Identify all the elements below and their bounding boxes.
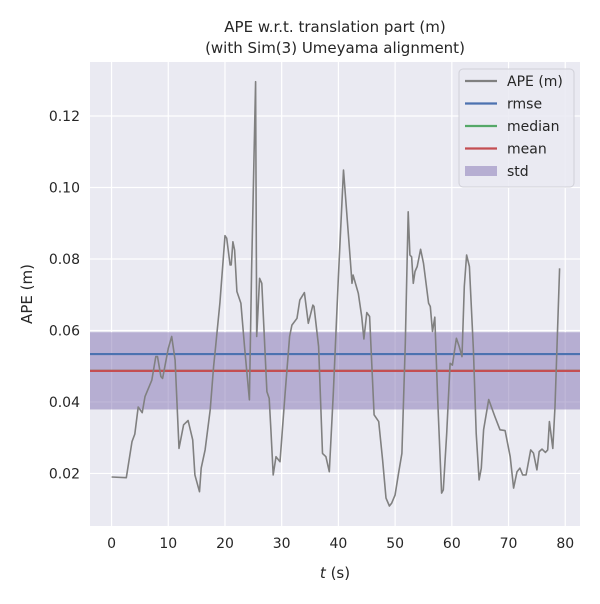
y-tick-label: 0.04 <box>49 395 80 411</box>
x-tick-label: 40 <box>329 536 347 552</box>
y-tick-label: 0.12 <box>49 109 80 125</box>
legend-label: median <box>507 119 559 135</box>
legend-label: APE (m) <box>507 74 563 90</box>
x-tick-label: 70 <box>500 536 518 552</box>
tick-labels: 0 10 20 30 40 50 60 70 80 0.02 0.04 0.06 0.08 0.10 0.1… <box>49 109 574 552</box>
y-tick-label: 0.02 <box>49 466 80 482</box>
legend-label: std <box>507 164 529 180</box>
chart-subtitle: (with Sim(3) Umeyama alignment) <box>205 39 465 57</box>
y-tick-label: 0.10 <box>49 180 80 196</box>
x-tick-label: 0 <box>107 536 116 552</box>
x-axis-label-var: t <box>320 564 327 582</box>
x-tick-label: 50 <box>386 536 404 552</box>
legend: APE (m) rmse median mean std <box>458 68 575 188</box>
x-tick-label: 80 <box>556 536 574 552</box>
x-tick-label: 60 <box>443 536 461 552</box>
ape-series-line <box>111 80 561 507</box>
chart-title: APE w.r.t. translation part (m) <box>224 18 445 36</box>
x-tick-label: 20 <box>216 536 234 552</box>
y-tick-label: 0.08 <box>49 252 80 268</box>
x-tick-label: 30 <box>273 536 291 552</box>
legend-swatch-std <box>465 166 497 176</box>
y-tick-label: 0.06 <box>49 323 80 339</box>
x-axis-label: t (s) <box>320 564 350 582</box>
x-tick-label: 10 <box>159 536 177 552</box>
x-axis-label-unit: (s) <box>326 564 350 582</box>
legend-label: mean <box>507 142 547 158</box>
legend-box <box>458 68 575 188</box>
legend-label: rmse <box>507 97 542 113</box>
y-axis-label: APE (m) <box>18 264 36 324</box>
